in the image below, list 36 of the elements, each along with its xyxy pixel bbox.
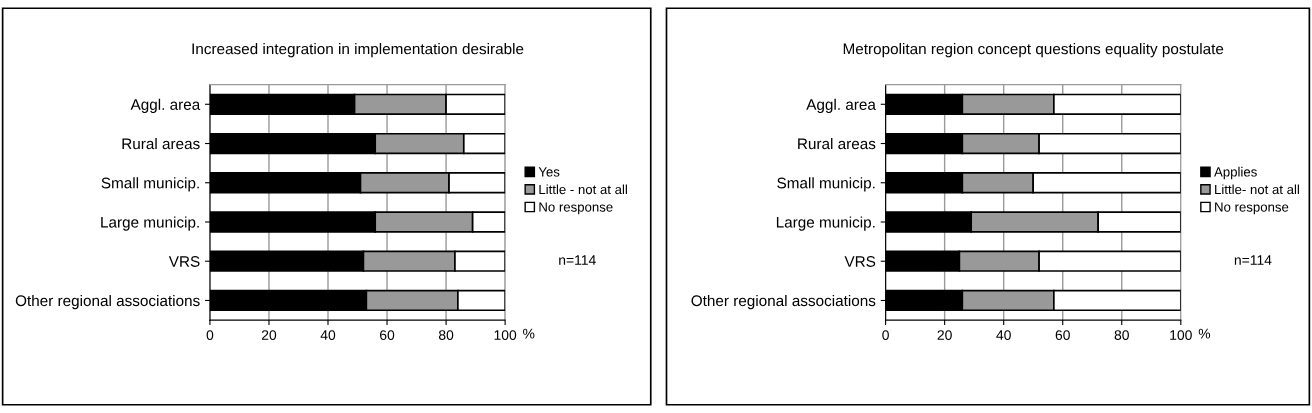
- y-tick-label: Aggl. area: [130, 98, 201, 113]
- y-tick-label: VRS: [168, 256, 200, 267]
- y-tick-label: Small municip.: [777, 177, 875, 192]
- x-tick-label: 100: [494, 330, 517, 340]
- text: n=114: [559, 255, 596, 265]
- legend-label: Little - not at all: [539, 184, 627, 195]
- x-tick-label: 60: [380, 330, 395, 340]
- y-tick-label: Large municip.: [101, 216, 199, 231]
- y-tick-label: Aggl. area: [806, 98, 876, 113]
- x-tick-label: 20: [937, 330, 952, 340]
- y-tick-label: Small municip.: [101, 177, 199, 192]
- x-axis-title: %: [523, 328, 535, 339]
- y-tick-label: Other regional associations: [15, 294, 200, 310]
- y-tick-label: Large municip.: [776, 216, 875, 231]
- y-tick-label: Other regional associations: [691, 294, 876, 310]
- chart-title: Metropolitan region concept questions equality postulate: [843, 43, 1224, 58]
- legend-label: Applies: [1214, 166, 1257, 180]
- x-tick-label: 40: [996, 330, 1011, 340]
- y-tick-label: Rural areas: [122, 137, 200, 150]
- x-axis-title: %: [1198, 328, 1211, 339]
- legend-label: Yes: [538, 167, 560, 177]
- legend-label: No response: [539, 202, 613, 215]
- x-tick-label: 40: [320, 330, 336, 340]
- text: n=114: [1234, 255, 1272, 265]
- x-tick-label: 80: [438, 330, 454, 340]
- y-tick-label: VRS: [844, 256, 876, 267]
- legend-label: No response: [1215, 202, 1289, 215]
- y-tick-label: Rural areas: [798, 137, 876, 150]
- x-tick-label: 0: [882, 330, 889, 340]
- x-tick-label: 100: [1170, 330, 1192, 340]
- x-tick-label: 0: [206, 330, 214, 340]
- legend-label: Little- not at all: [1215, 184, 1299, 195]
- x-tick-label: 60: [1055, 330, 1070, 340]
- x-tick-label: 20: [261, 330, 277, 340]
- x-tick-label: 80: [1114, 330, 1129, 340]
- chart-title: Increased integration in implementation desirable: [192, 43, 524, 58]
